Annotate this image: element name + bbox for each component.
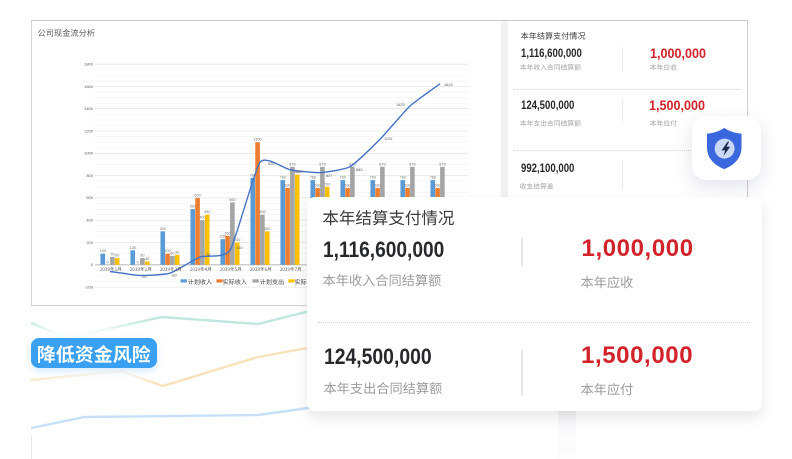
svg-text:1400: 1400 bbox=[84, 106, 94, 111]
svg-text:879: 879 bbox=[439, 162, 445, 166]
svg-text:300: 300 bbox=[160, 227, 166, 231]
svg-text:130: 130 bbox=[130, 246, 136, 250]
svg-text:700: 700 bbox=[324, 182, 330, 186]
svg-text:60: 60 bbox=[140, 254, 144, 258]
svg-text:879: 879 bbox=[409, 162, 415, 166]
svg-text:260: 260 bbox=[224, 231, 230, 235]
svg-text:690: 690 bbox=[314, 183, 320, 187]
svg-text:852: 852 bbox=[296, 169, 303, 174]
svg-text:1200: 1200 bbox=[84, 128, 94, 133]
svg-text:690: 690 bbox=[434, 183, 440, 187]
svg-text:130: 130 bbox=[236, 245, 243, 250]
svg-text:1126: 1126 bbox=[384, 136, 392, 141]
svg-text:-200: -200 bbox=[85, 284, 94, 289]
svg-text:1624: 1624 bbox=[444, 82, 453, 87]
svg-text:690: 690 bbox=[374, 183, 380, 187]
svg-text:0: 0 bbox=[137, 260, 139, 264]
svg-text:30: 30 bbox=[145, 257, 149, 261]
svg-text:879: 879 bbox=[289, 162, 295, 166]
svg-text:760: 760 bbox=[280, 176, 286, 180]
svg-text:450: 450 bbox=[259, 210, 265, 214]
svg-text:827: 827 bbox=[326, 173, 333, 178]
svg-text:1600: 1600 bbox=[84, 84, 94, 89]
svg-text:400: 400 bbox=[86, 218, 93, 223]
svg-text:-90: -90 bbox=[141, 274, 147, 279]
svg-text:300: 300 bbox=[264, 227, 270, 231]
svg-text:70: 70 bbox=[206, 252, 211, 257]
svg-text:600: 600 bbox=[86, 195, 93, 200]
svg-text:600: 600 bbox=[194, 193, 200, 197]
svg-text:690: 690 bbox=[344, 183, 350, 187]
svg-text:1000: 1000 bbox=[84, 151, 94, 156]
svg-text:90: 90 bbox=[175, 250, 179, 254]
svg-text:500: 500 bbox=[190, 205, 196, 209]
svg-text:760: 760 bbox=[340, 176, 346, 180]
svg-text:760: 760 bbox=[400, 176, 406, 180]
svg-text:760: 760 bbox=[370, 176, 376, 180]
svg-text:-80: -80 bbox=[171, 273, 177, 278]
svg-text:1800: 1800 bbox=[84, 62, 94, 67]
svg-text:200: 200 bbox=[234, 238, 240, 242]
svg-text:780: 780 bbox=[250, 173, 256, 177]
svg-text:70: 70 bbox=[110, 253, 114, 257]
svg-text:230: 230 bbox=[220, 235, 226, 239]
svg-text:100: 100 bbox=[100, 249, 106, 253]
svg-text:760: 760 bbox=[310, 176, 316, 180]
svg-text:810: 810 bbox=[294, 170, 300, 174]
svg-text:0: 0 bbox=[91, 262, 94, 267]
svg-text:800: 800 bbox=[86, 173, 93, 178]
svg-text:1100: 1100 bbox=[254, 138, 262, 142]
svg-text:60: 60 bbox=[115, 254, 119, 258]
svg-text:0: 0 bbox=[107, 260, 109, 264]
svg-text:400: 400 bbox=[199, 216, 205, 220]
svg-text:690: 690 bbox=[284, 183, 290, 187]
svg-text:920: 920 bbox=[268, 161, 275, 166]
svg-text:879: 879 bbox=[319, 162, 325, 166]
svg-text:690: 690 bbox=[404, 183, 410, 187]
svg-text:880: 880 bbox=[356, 167, 363, 172]
svg-text:760: 760 bbox=[430, 176, 436, 180]
svg-text:450: 450 bbox=[204, 210, 210, 214]
svg-text:100: 100 bbox=[164, 249, 170, 253]
svg-text:560: 560 bbox=[229, 198, 235, 202]
svg-text:200: 200 bbox=[86, 240, 93, 245]
svg-text:879: 879 bbox=[379, 162, 385, 166]
svg-text:1425: 1425 bbox=[396, 102, 405, 107]
svg-text:80: 80 bbox=[170, 251, 174, 255]
